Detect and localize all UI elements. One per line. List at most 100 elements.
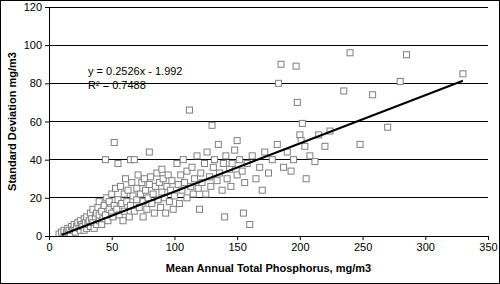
point [294, 99, 300, 105]
point [191, 176, 197, 182]
point [222, 214, 228, 220]
point [184, 195, 190, 201]
point [135, 172, 141, 178]
point [159, 189, 165, 195]
point [278, 61, 284, 67]
point [274, 141, 280, 147]
annotation: R² = 0.7488 [88, 79, 146, 91]
point [210, 164, 216, 170]
x-tick-label: 350 [479, 241, 497, 253]
point [195, 185, 201, 191]
point [194, 153, 200, 159]
x-axis: 050100150200250300350 [46, 236, 497, 253]
point [262, 149, 268, 155]
point [397, 78, 403, 84]
point [307, 153, 313, 159]
point [175, 181, 181, 187]
y-axis-title: Standard Deviation mg/m3 [6, 52, 18, 191]
point [140, 214, 146, 220]
point [219, 187, 225, 193]
y-tick-mark [45, 45, 49, 46]
point [166, 199, 172, 205]
point [117, 183, 123, 189]
point [209, 122, 215, 128]
y-tick-label: 40 [30, 154, 42, 166]
x-tick-mark [488, 236, 489, 240]
point [347, 50, 353, 56]
point [99, 222, 105, 228]
point [370, 92, 376, 98]
chart: 050100150200250300350020406080100120y = … [0, 0, 500, 284]
point [129, 180, 135, 186]
point [165, 172, 171, 178]
point [146, 181, 152, 187]
point [253, 176, 259, 182]
point [144, 206, 150, 212]
point [291, 157, 297, 163]
point [163, 210, 169, 216]
annotation: y = 0.2526x - 1.992 [88, 65, 182, 77]
y-tick-mark [45, 122, 49, 123]
point [123, 176, 129, 182]
x-tick-mark [112, 236, 113, 240]
point [234, 138, 240, 144]
point [202, 160, 208, 166]
point [159, 166, 165, 172]
x-tick: 250 [354, 236, 372, 253]
point [385, 124, 391, 130]
point [302, 143, 308, 149]
point [322, 143, 328, 149]
point [249, 153, 255, 159]
scatter-points [56, 50, 466, 236]
y-tick: 40 [30, 154, 49, 166]
point [303, 176, 309, 182]
point [150, 191, 156, 197]
point [214, 178, 220, 184]
y-tick-label: 120 [24, 1, 42, 13]
x-tick: 200 [291, 236, 309, 253]
y-tick-label: 100 [24, 39, 42, 51]
point [143, 187, 149, 193]
point [247, 222, 253, 228]
y-tick-mark [45, 160, 49, 161]
y-tick-label: 80 [30, 77, 42, 89]
grid-line [49, 121, 488, 122]
point [176, 201, 182, 207]
y-tick: 80 [30, 77, 49, 89]
x-tick-label: 100 [166, 241, 184, 253]
point [269, 157, 275, 163]
x-tick: 350 [479, 236, 497, 253]
point [120, 218, 126, 224]
point [126, 214, 132, 220]
x-tick-label: 250 [354, 241, 372, 253]
x-tick-mark [425, 236, 426, 240]
x-axis-title: Mean Annual Total Phosphorus, mg/m3 [166, 262, 371, 274]
x-tick-label: 50 [106, 241, 118, 253]
point [257, 164, 263, 170]
point [174, 160, 180, 166]
y-tick: 100 [24, 39, 49, 51]
point [198, 170, 204, 176]
point [102, 157, 108, 163]
point [242, 180, 248, 186]
y-tick: 20 [30, 192, 49, 204]
y-tick-mark [45, 83, 49, 84]
point [197, 206, 203, 212]
point [111, 139, 117, 145]
point [180, 157, 186, 163]
x-tick: 100 [166, 236, 184, 253]
y-tick-label: 60 [30, 116, 42, 128]
trend-line [62, 81, 463, 235]
point [232, 147, 238, 153]
y-axis: 020406080100120 [24, 1, 50, 242]
point [299, 120, 305, 126]
point [240, 210, 246, 216]
point [170, 206, 176, 212]
point [297, 132, 303, 138]
point [208, 183, 214, 189]
x-tick: 50 [106, 236, 118, 253]
point [189, 164, 195, 170]
x-tick-label: 0 [46, 241, 52, 253]
point [171, 193, 177, 199]
point [266, 170, 272, 176]
